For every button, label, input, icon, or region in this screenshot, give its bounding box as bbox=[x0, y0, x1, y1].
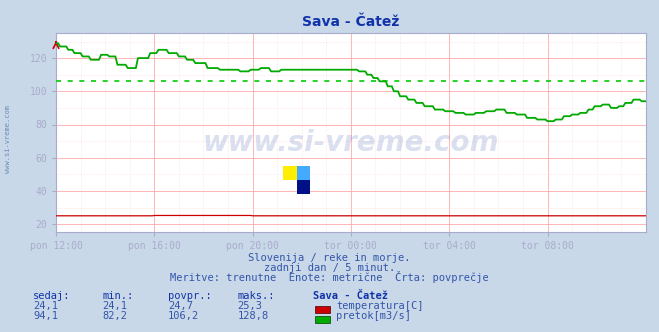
Text: 94,1: 94,1 bbox=[33, 311, 58, 321]
Text: Sava - Čatež: Sava - Čatež bbox=[313, 291, 388, 301]
Text: 24,1: 24,1 bbox=[102, 301, 127, 311]
Text: Meritve: trenutne  Enote: metrične  Črta: povprečje: Meritve: trenutne Enote: metrične Črta: … bbox=[170, 271, 489, 283]
Text: 106,2: 106,2 bbox=[168, 311, 199, 321]
Text: pretok[m3/s]: pretok[m3/s] bbox=[336, 311, 411, 321]
Text: www.si-vreme.com: www.si-vreme.com bbox=[203, 129, 499, 157]
Text: temperatura[C]: temperatura[C] bbox=[336, 301, 424, 311]
Text: sedaj:: sedaj: bbox=[33, 291, 71, 301]
Text: 128,8: 128,8 bbox=[237, 311, 268, 321]
Text: Slovenija / reke in morje.: Slovenija / reke in morje. bbox=[248, 253, 411, 263]
Text: zadnji dan / 5 minut.: zadnji dan / 5 minut. bbox=[264, 263, 395, 273]
Text: povpr.:: povpr.: bbox=[168, 291, 212, 301]
Bar bbox=[297, 166, 310, 180]
Text: 25,3: 25,3 bbox=[237, 301, 262, 311]
Bar bbox=[297, 180, 310, 194]
Text: 82,2: 82,2 bbox=[102, 311, 127, 321]
Title: Sava - Čatež: Sava - Čatež bbox=[302, 15, 399, 29]
Text: min.:: min.: bbox=[102, 291, 133, 301]
Text: www.si-vreme.com: www.si-vreme.com bbox=[5, 106, 11, 173]
Text: maks.:: maks.: bbox=[237, 291, 275, 301]
Bar bbox=[283, 166, 297, 180]
Text: 24,1: 24,1 bbox=[33, 301, 58, 311]
Text: 24,7: 24,7 bbox=[168, 301, 193, 311]
